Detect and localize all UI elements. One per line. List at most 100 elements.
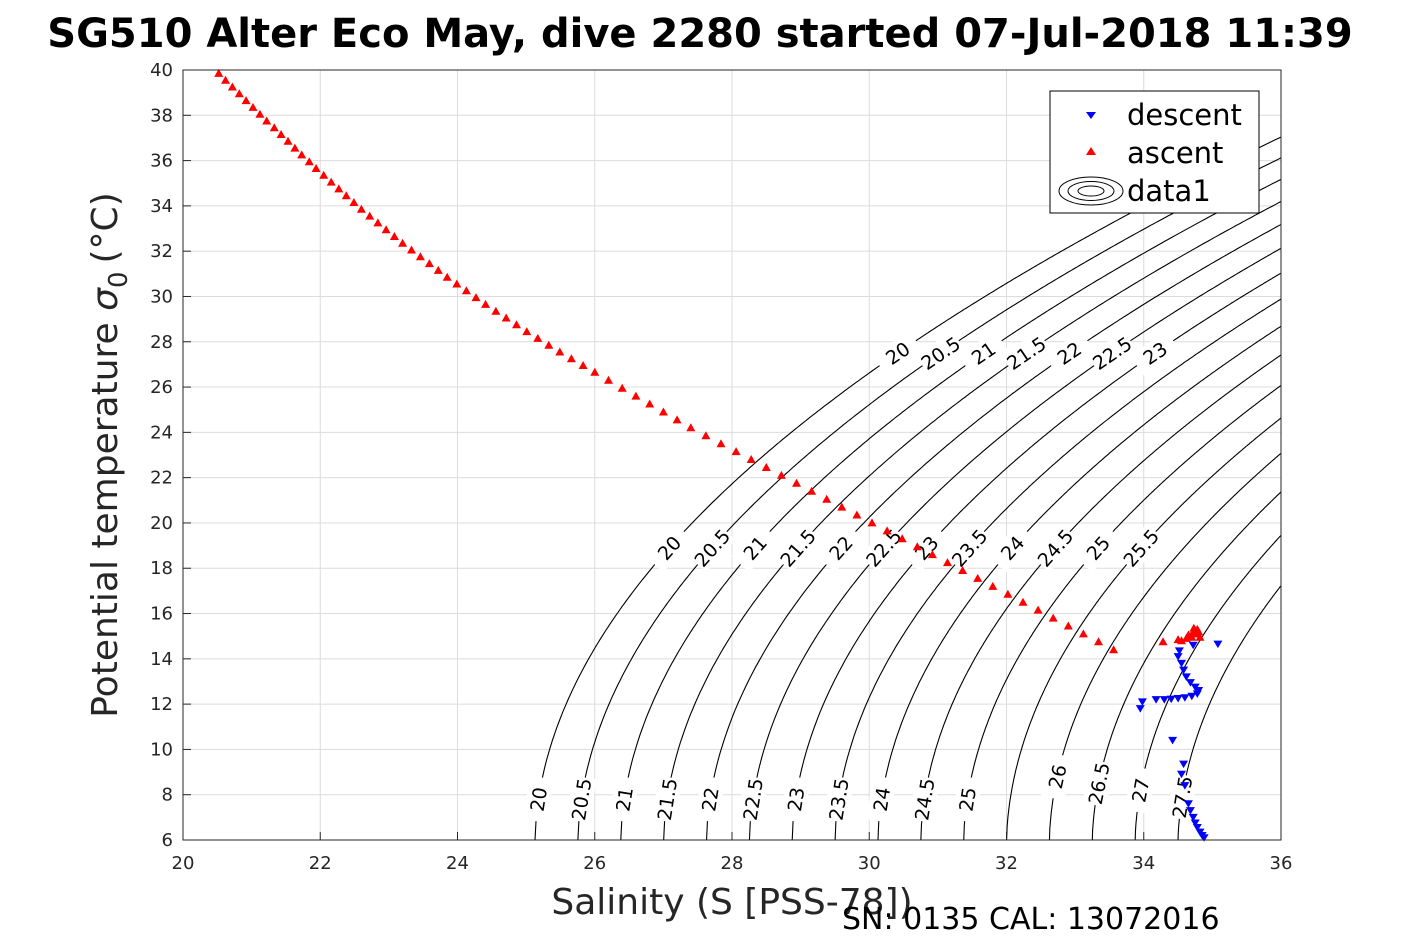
contour-label-bg: [866, 775, 897, 823]
ascent-point: [822, 494, 832, 503]
ascent-point: [283, 136, 293, 145]
y-tick-label: 38: [150, 105, 173, 126]
contour-label-bg: [780, 775, 812, 823]
contour-label-bg: [694, 775, 726, 823]
ascent-point: [617, 383, 627, 392]
contour-label-bg: [688, 523, 736, 573]
y-axis-ticks: 6 8 10 12 14 16 18 20 22 24 26 28 30 32 34 36 38 40: [150, 60, 191, 851]
descent-point: [1177, 659, 1186, 668]
isopycnal-25.5: [1006, 417, 1281, 840]
ascent-point: [522, 327, 532, 336]
contour-label-bg: [1031, 523, 1079, 573]
y-axis-label-subscript: 0: [104, 271, 134, 288]
isopycnal-27: [1134, 534, 1281, 840]
ascent-point: [297, 150, 307, 159]
isopycnal-24: [877, 325, 1281, 840]
ascent-point: [512, 320, 521, 329]
ascent-point: [578, 361, 588, 369]
ascent-point: [645, 399, 655, 408]
y-tick-label: 18: [150, 558, 173, 579]
contour-label: 22: [698, 786, 724, 813]
descent-point: [1192, 824, 1202, 832]
contour-label-bg: [958, 330, 1009, 376]
descent-point: [1213, 640, 1223, 649]
ascent-point: [604, 375, 613, 384]
ascent-point: [1158, 637, 1168, 646]
y-tick-label: 14: [150, 649, 173, 670]
ascent-point: [442, 272, 452, 281]
ascent-point: [731, 447, 741, 456]
ascent-point: [415, 252, 425, 261]
ascent-point: [1194, 627, 1204, 636]
ascent-point: [341, 191, 351, 200]
ascent-point: [389, 232, 399, 240]
y-tick-label: 6: [162, 830, 173, 851]
y-tick-label: 32: [150, 241, 173, 262]
ascent-point: [241, 96, 251, 105]
ascent-point: [1189, 623, 1199, 632]
descent-point: [1185, 679, 1195, 687]
contour-label-bg: [915, 330, 966, 376]
x-tick-label: 26: [583, 853, 606, 874]
x-tick-label: 22: [309, 853, 332, 874]
legend-descent-label: descent: [1127, 98, 1242, 132]
ascent-point: [897, 534, 907, 543]
ascent-point: [234, 89, 244, 98]
isopycnal-27.5: [1177, 584, 1281, 840]
ascent-point: [958, 566, 968, 574]
x-tick-label: 24: [446, 853, 469, 874]
contour-label-bg: [945, 523, 994, 573]
descent-point: [1181, 673, 1191, 681]
isopycnal-22: [705, 223, 1281, 840]
ascent-point: [398, 238, 408, 247]
contour-label-bg: [909, 775, 940, 823]
ascent-point: [701, 431, 711, 440]
descent-point: [1183, 800, 1193, 808]
y-tick-label: 26: [150, 377, 173, 398]
ascent-point: [1033, 605, 1043, 614]
contour-label: 21: [612, 786, 638, 813]
isopycnal-21.5: [663, 200, 1281, 840]
ascent-point: [746, 455, 756, 463]
y-axis-label: Potential temperature σ0 (°C): [85, 192, 134, 718]
ascent-point: [533, 333, 543, 342]
contour-label-bg: [1124, 766, 1157, 814]
contour-label-bg: [1044, 330, 1095, 376]
ascent-point: [658, 407, 668, 416]
descent-point: [1137, 698, 1147, 706]
ascent-point: [461, 286, 471, 295]
legend: descent ascent data1: [1049, 90, 1260, 214]
x-tick-label: 32: [995, 853, 1018, 874]
contour-label-bg: [651, 775, 683, 823]
ascent-point: [631, 391, 641, 400]
ascent-point: [365, 211, 375, 220]
legend-data1-label: data1: [1127, 174, 1211, 208]
ascent-point: [852, 510, 862, 519]
y-tick-label: 16: [150, 604, 173, 625]
isopycnal-23: [791, 272, 1281, 840]
ascent-point: [1187, 632, 1197, 641]
descent-point: [1179, 760, 1189, 769]
contour-label-bg: [774, 523, 822, 573]
x-tick-label: 30: [858, 853, 881, 874]
contour-label-bg: [902, 523, 951, 573]
descent-point: [1188, 641, 1198, 650]
y-tick-label: 30: [150, 286, 173, 307]
legend-data1-marker: [1058, 176, 1124, 206]
ascent-point: [491, 306, 501, 315]
descent-point: [1151, 696, 1161, 704]
contour-label-bg: [737, 775, 769, 823]
ascent-point: [304, 157, 314, 166]
y-tick-label: 40: [150, 60, 173, 81]
ascent-point: [501, 313, 511, 322]
contour-label-bg: [1087, 330, 1138, 376]
ascent-point: [1177, 636, 1186, 645]
ascent-point: [882, 526, 892, 535]
contour-label-bg: [1074, 523, 1122, 573]
descent-point: [1190, 819, 1200, 827]
descent-point: [1166, 695, 1176, 704]
ascent-point: [221, 75, 230, 84]
isopycnal-25: [963, 384, 1281, 840]
descent-point: [1179, 666, 1189, 675]
